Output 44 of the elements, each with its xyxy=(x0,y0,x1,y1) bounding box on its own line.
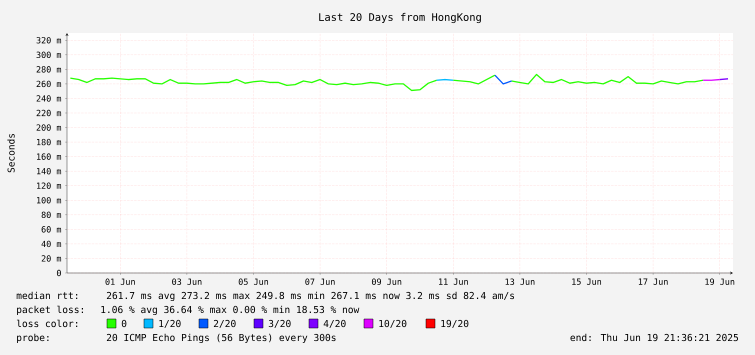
x-tick-label: 05 Jun xyxy=(238,278,268,285)
y-tick-label: 20 m xyxy=(42,255,62,262)
text: 1.06 % avg 36.64 % max 0.00 % min 18.53 % now xyxy=(101,306,360,316)
x-tick-label: 17 Jun xyxy=(638,278,668,285)
y-tick-label: 160 m xyxy=(37,153,62,160)
y-tick-label: 80 m xyxy=(42,212,62,218)
y-tick-label: 120 m xyxy=(37,182,62,189)
y-tick-label: 100 m xyxy=(37,197,62,204)
chart-title: Last 20 Days from HongKong xyxy=(319,12,481,24)
x-tick-label: 09 Jun xyxy=(372,278,402,285)
x-tick-label: 11 Jun xyxy=(439,278,468,285)
x-tick-label: 07 Jun xyxy=(305,278,335,285)
legend-label: 10/20 xyxy=(379,320,406,328)
legend-label: 1/20 xyxy=(159,320,181,328)
x-tick-label: 19 Jun xyxy=(705,278,734,285)
y-tick-label: 260 m xyxy=(36,80,62,88)
x-tick-label: 03 Jun xyxy=(172,278,202,285)
y-tick-label: 40 m xyxy=(42,240,62,248)
x-tick-label: 13 Jun xyxy=(506,278,534,285)
text: 20 ICMP Echo Pings (56 Bytes) every 300s xyxy=(106,334,336,344)
text: median rtt: xyxy=(16,292,78,300)
y-tick-label: 280 m xyxy=(36,66,62,73)
y-tick-label: 300 m xyxy=(36,52,62,58)
y-tick-label: 180 m xyxy=(37,138,62,146)
legend-label: 2/20 xyxy=(214,320,236,328)
text: end: Thu Jun 19 21:36:21 2025 xyxy=(570,334,738,342)
legend-label: 3/20 xyxy=(268,320,291,328)
y-tick-label: 0 xyxy=(56,270,61,276)
legend-label: 4/20 xyxy=(324,320,346,328)
legend-label: 19/20 xyxy=(441,320,468,328)
y-tick-label: 60 m xyxy=(42,226,62,233)
text: packet loss: xyxy=(17,306,83,315)
text: probe: xyxy=(17,334,48,343)
x-tick-label: 15 Jun xyxy=(572,278,602,285)
y-tick-label: 140 m xyxy=(37,168,62,174)
y-tick-label: 320 m xyxy=(36,37,62,44)
y-tick-label: 220 m xyxy=(36,110,62,116)
y-tick-label: 200 m xyxy=(36,124,62,131)
legend-title: loss color: xyxy=(16,320,78,328)
legend-label: 0 xyxy=(122,320,126,328)
y-tick-label: 240 m xyxy=(36,95,62,102)
x-tick-label: 01 Jun xyxy=(106,278,135,285)
y-axis-title: Seconds xyxy=(7,134,15,172)
text: 261.7 ms avg 273.2 ms max 249.8 ms min 267.1 ms now 3.2 ms sd 82.4 am/s xyxy=(106,292,514,302)
